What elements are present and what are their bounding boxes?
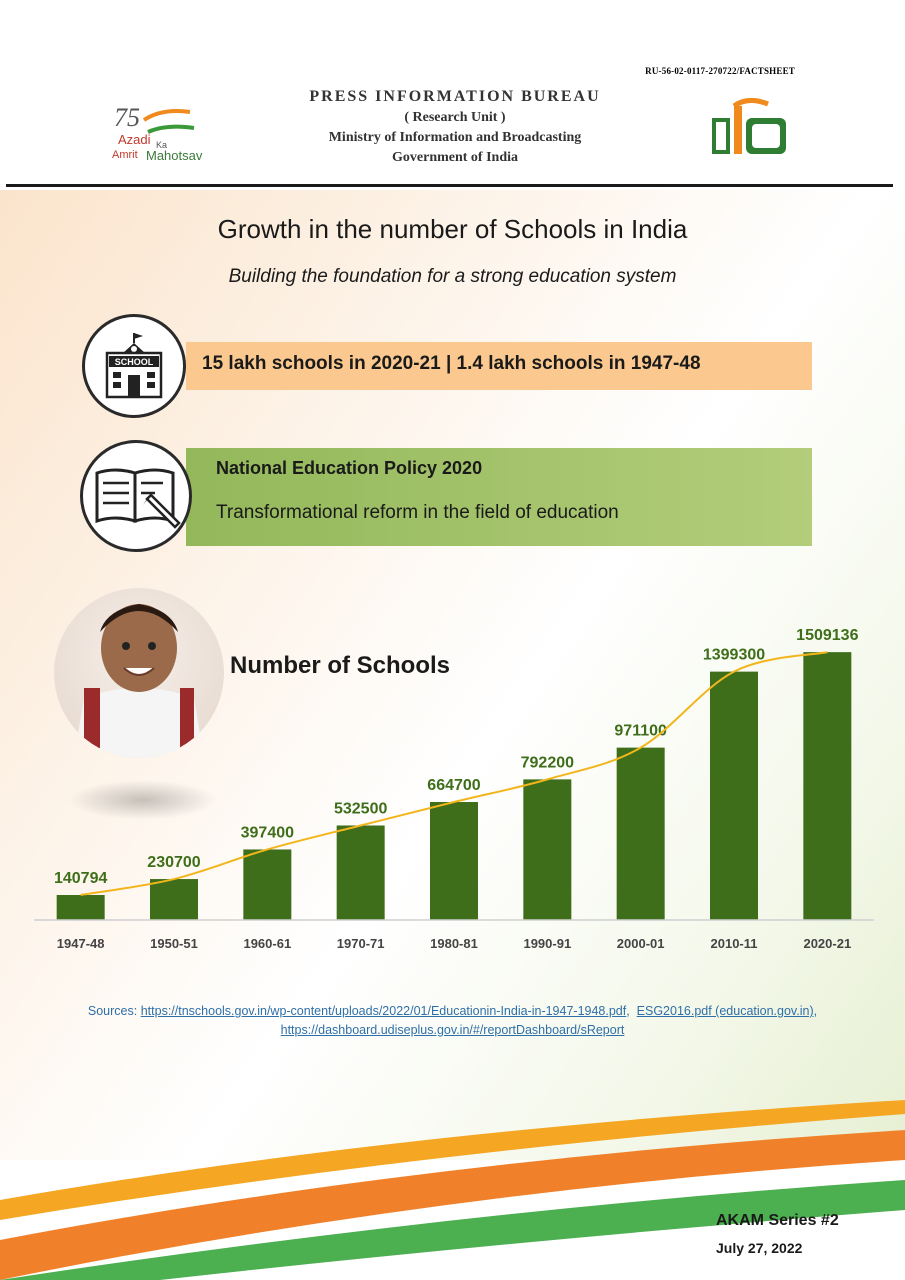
x-tick-1950-51: 1950-51 [150,936,198,951]
ministry-name: Ministry of Information and Broadcasting [328,130,582,145]
x-tick-2010-11: 2010-11 [711,936,758,951]
azadi-ka-amrit-mahotsav-logo: 75 Azadi Ka Amrit Mahotsav [112,103,203,163]
student-photo [54,588,224,758]
publish-date: July 27, 2022 [716,1240,803,1256]
data-label-2010-11: 1399300 [703,647,765,664]
schools-count-banner: 15 lakh schools in 2020-21 | 1.4 lakh sc… [186,342,812,390]
data-label-2000-01: 971100 [614,723,667,740]
svg-text:75: 75 [114,103,140,132]
nep-banner: National Education Policy 2020 Transform… [186,448,812,546]
data-label-1947-48: 140794 [54,870,107,887]
x-tick-1980-81: 1980-81 [430,936,478,951]
nep-text: Transformational reform in the field of … [216,502,619,523]
source-link-udiseplus[interactable]: https://dashboard.udiseplus.gov.in/#/rep… [280,1023,625,1037]
research-unit: ( Research Unit ) [404,110,506,125]
school-icon: SCHOOL [82,314,186,418]
svg-text:Amrit: Amrit [112,149,138,161]
data-label-1980-81: 664700 [427,777,480,794]
schools-bar-chart: 140794 1947-48 230700 1950-51 397400 1960-61 5… [34,627,874,951]
data-label-1990-91: 792200 [521,754,574,771]
tricolor-swoosh [0,1100,905,1280]
nep-title: National Education Policy 2020 [216,458,483,478]
data-label-1970-71: 532500 [334,800,387,817]
data-label-1960-61: 397400 [241,824,294,841]
pib-logo [712,98,786,154]
pib-header: PRESS INFORMATION BUREAU ( Research Unit… [230,88,680,166]
x-tick-2000-01: 2000-01 [617,936,665,951]
bar-1980-81 [430,802,478,920]
sources-prefix: Sources: [87,1004,138,1018]
header-divider [6,184,893,187]
bar-2000-01 [616,747,665,920]
reference-number: RU-56-02-0117-270722/FACTSHEET [645,66,795,76]
government-name: Government of India [392,150,518,165]
bar-2020-21 [803,652,852,920]
sources: Sources: https://tnschools.gov.in/wp-con… [87,1004,818,1037]
x-tick-1990-91: 1990-91 [523,936,571,951]
x-tick-1970-71: 1970-71 [337,936,385,951]
schools-count-text: 15 lakh schools in 2020-21 | 1.4 lakh sc… [202,353,701,374]
trend-line [80,651,828,896]
svg-text:SCHOOL: SCHOOL [115,357,154,367]
bar-1960-61 [243,849,292,920]
svg-text:Ka: Ka [156,140,167,150]
data-label-1950-51: 230700 [147,854,200,871]
svg-text:Mahotsav: Mahotsav [146,148,203,163]
svg-text:Azadi: Azadi [118,132,151,147]
bar-1990-91 [523,779,572,920]
source-link-esg2016[interactable]: ESG2016.pdf (education.gov.in) [636,1004,814,1018]
bureau-name: PRESS INFORMATION BUREAU [309,88,601,105]
bar-1947-48 [56,895,105,920]
source-link-tnschools[interactable]: https://tnschools.gov.in/wp-content/uplo… [140,1004,627,1018]
photo-shadow [68,780,218,820]
data-label-2020-21: 1509136 [796,627,858,644]
chart-title: Number of Schools [230,652,451,679]
book-icon [80,440,192,552]
bar-2010-11 [710,671,758,920]
page-title: Growth in the number of Schools in India [217,214,688,244]
page-subtitle: Building the foundation for a strong edu… [228,266,677,287]
bar-1950-51 [150,879,198,920]
x-tick-1960-61: 1960-61 [243,936,291,951]
x-tick-1947-48: 1947-48 [57,936,105,951]
x-tick-2020-21: 2020-21 [803,936,851,951]
bar-1970-71 [336,825,385,920]
series-label: AKAM Series #2 [716,1212,839,1229]
